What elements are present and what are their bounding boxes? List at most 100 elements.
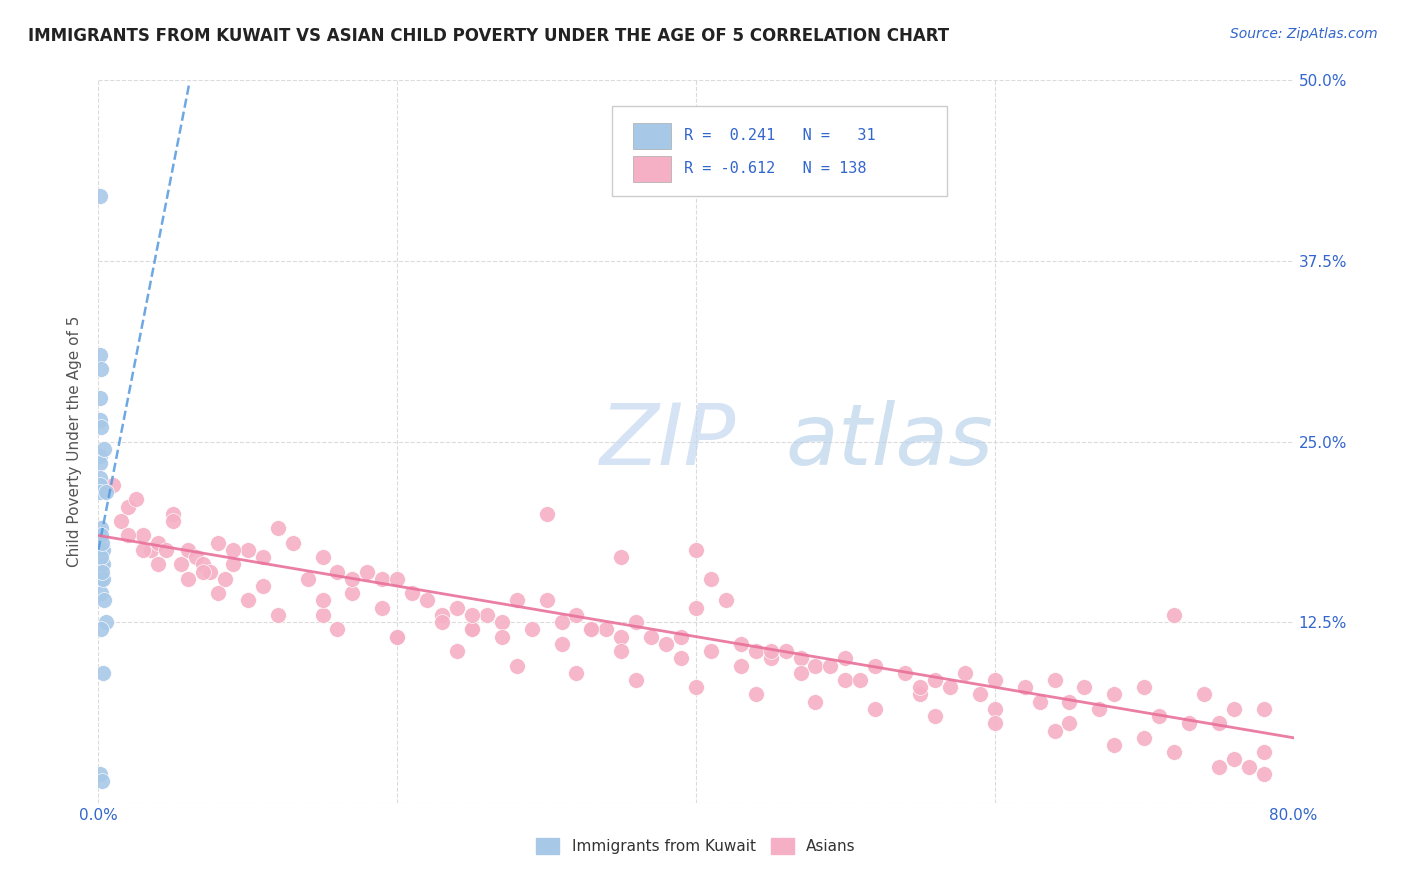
Point — [491, 630, 513, 644]
Point — [610, 630, 633, 644]
Point — [789, 651, 811, 665]
Point — [91, 774, 114, 789]
Point — [94, 485, 117, 500]
Legend: Immigrants from Kuwait, Asians: Immigrants from Kuwait, Asians — [530, 832, 862, 860]
Point — [626, 615, 648, 630]
Point — [1147, 709, 1170, 723]
Point — [685, 680, 707, 694]
Point — [430, 607, 453, 622]
Point — [581, 623, 603, 637]
Point — [1163, 607, 1185, 622]
Point — [1028, 695, 1050, 709]
Point — [90, 572, 112, 586]
Point — [342, 586, 364, 600]
Point — [506, 658, 529, 673]
Text: atlas: atlas — [786, 400, 994, 483]
Point — [730, 658, 752, 673]
Point — [1059, 695, 1081, 709]
Point — [506, 593, 529, 607]
Point — [297, 572, 319, 586]
Point — [969, 687, 991, 701]
Point — [1043, 673, 1066, 687]
Point — [371, 572, 394, 586]
Text: ZIP: ZIP — [600, 400, 737, 483]
Point — [1253, 745, 1275, 759]
Point — [90, 420, 112, 434]
Point — [581, 623, 603, 637]
Point — [446, 600, 468, 615]
Point — [461, 607, 484, 622]
Point — [1104, 738, 1126, 752]
Point — [984, 673, 1007, 687]
Point — [222, 558, 245, 572]
Point — [669, 651, 692, 665]
Point — [865, 702, 887, 716]
Point — [89, 470, 111, 484]
Point — [267, 607, 290, 622]
Point — [775, 644, 797, 658]
Point — [416, 593, 439, 607]
Point — [148, 535, 170, 549]
Point — [342, 572, 364, 586]
Point — [1253, 767, 1275, 781]
Point — [311, 550, 333, 565]
Point — [565, 665, 588, 680]
Point — [536, 593, 558, 607]
Point — [207, 535, 229, 549]
Point — [91, 665, 114, 680]
Point — [214, 572, 236, 586]
Point — [177, 572, 200, 586]
Point — [207, 586, 229, 600]
Point — [311, 607, 333, 622]
Point — [520, 623, 543, 637]
Point — [894, 665, 917, 680]
Point — [536, 507, 558, 521]
Point — [91, 535, 114, 549]
Point — [89, 485, 111, 500]
Point — [565, 607, 588, 622]
Point — [745, 644, 768, 658]
Point — [640, 630, 662, 644]
Point — [89, 391, 111, 405]
Bar — [633, 123, 671, 149]
Point — [491, 615, 513, 630]
Point — [236, 542, 259, 557]
Point — [90, 528, 112, 542]
Point — [125, 492, 148, 507]
Point — [89, 189, 111, 203]
Point — [89, 456, 111, 470]
Point — [789, 665, 811, 680]
Point — [132, 528, 155, 542]
Point — [326, 623, 349, 637]
Point — [1043, 723, 1066, 738]
Point — [908, 687, 931, 701]
Point — [89, 478, 111, 492]
Point — [252, 550, 274, 565]
Point — [177, 542, 200, 557]
Text: R = -0.612   N = 138: R = -0.612 N = 138 — [685, 161, 866, 176]
Bar — [633, 156, 671, 182]
Point — [1178, 716, 1201, 731]
Point — [669, 630, 692, 644]
Point — [222, 542, 245, 557]
Point — [745, 687, 768, 701]
Point — [139, 542, 162, 557]
Point — [849, 673, 872, 687]
Point — [236, 593, 259, 607]
Point — [700, 572, 723, 586]
Point — [550, 637, 572, 651]
Point — [685, 542, 707, 557]
Point — [1133, 680, 1156, 694]
Point — [1163, 745, 1185, 759]
Point — [148, 558, 170, 572]
Point — [110, 514, 132, 528]
Point — [385, 572, 409, 586]
Point — [461, 623, 484, 637]
Point — [89, 449, 111, 463]
Point — [385, 630, 409, 644]
Point — [267, 521, 290, 535]
Point — [90, 521, 112, 535]
Point — [984, 702, 1007, 716]
Point — [371, 600, 394, 615]
Point — [90, 586, 112, 600]
